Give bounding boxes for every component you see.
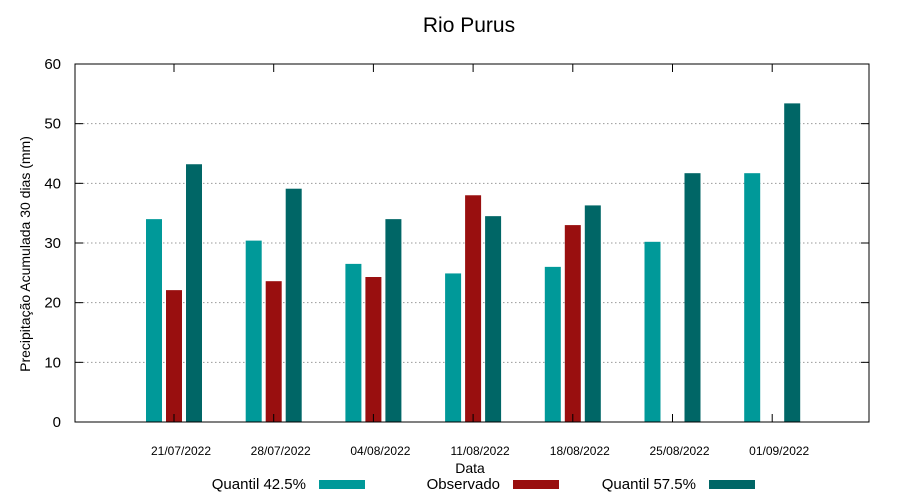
y-tick-label: 50 bbox=[44, 116, 61, 133]
legend-label: Quantil 42.5% bbox=[212, 476, 306, 493]
y-tick-label: 20 bbox=[44, 295, 61, 312]
bar bbox=[345, 263, 362, 422]
bar bbox=[245, 240, 262, 422]
bar bbox=[365, 277, 382, 422]
y-tick-label: 40 bbox=[44, 175, 61, 192]
x-tick-label: 21/07/2022 bbox=[151, 444, 211, 458]
axis-ticks bbox=[75, 63, 869, 423]
legend-swatch bbox=[709, 480, 755, 489]
legend-swatch bbox=[319, 480, 365, 489]
x-tick-label: 28/07/2022 bbox=[251, 444, 311, 458]
bar bbox=[564, 225, 581, 422]
y-axis-label: Precipitação Acumulada 30 dias (mm) bbox=[17, 136, 33, 372]
x-tick-label: 25/08/2022 bbox=[649, 444, 709, 458]
bar bbox=[544, 266, 561, 422]
bar bbox=[385, 219, 402, 422]
bar bbox=[485, 216, 502, 422]
bar bbox=[784, 103, 801, 422]
bar bbox=[166, 290, 182, 422]
x-axis-label: Data bbox=[455, 460, 485, 476]
legend-label: Quantil 57.5% bbox=[602, 476, 696, 493]
y-tick-label: 60 bbox=[44, 56, 61, 73]
legend-label: Observado bbox=[427, 476, 500, 493]
bar bbox=[146, 219, 162, 422]
y-tick-labels: 0 10 20 30 40 50 60 bbox=[44, 56, 61, 431]
bar bbox=[186, 164, 202, 423]
bar bbox=[465, 195, 482, 422]
bar bbox=[584, 205, 601, 422]
bar bbox=[445, 273, 462, 422]
x-tick-label: 18/08/2022 bbox=[550, 444, 610, 458]
x-tick-labels: 21/07/2022 28/07/2022 04/08/2022 11/08/2022… bbox=[151, 444, 810, 458]
chart-title: Rio Purus bbox=[423, 14, 515, 37]
bar bbox=[744, 173, 761, 422]
legend-swatch bbox=[513, 480, 559, 489]
y-tick-label: 10 bbox=[44, 354, 61, 371]
bar bbox=[684, 173, 701, 422]
y-tick-label: 30 bbox=[44, 235, 61, 252]
x-tick-label: 04/08/2022 bbox=[350, 444, 410, 458]
bar bbox=[285, 188, 302, 422]
x-tick-label: 01/09/2022 bbox=[749, 444, 809, 458]
bar bbox=[644, 241, 661, 422]
legend: Quantil 42.5% Observado Quantil 57.5% bbox=[212, 476, 755, 493]
y-tick-label: 0 bbox=[53, 414, 61, 431]
x-tick-label: 11/08/2022 bbox=[451, 444, 510, 458]
bars bbox=[146, 103, 801, 423]
bar bbox=[265, 281, 282, 422]
